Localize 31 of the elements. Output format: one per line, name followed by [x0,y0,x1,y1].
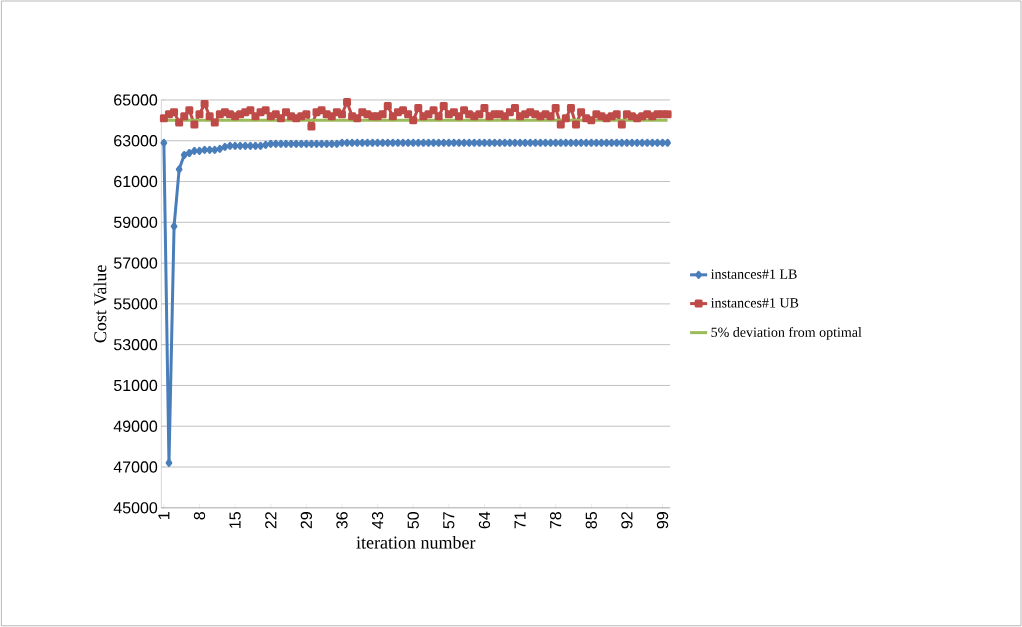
x-tick-label: 15 [229,511,241,528]
x-tick-label: 50 [407,511,419,529]
x-tick-label: 29 [300,512,313,529]
x-tick-label: 85 [585,511,597,529]
y-tick-label: 49000 [113,420,158,432]
x-tick-label: 43 [371,511,384,529]
y-tick-label: 57000 [113,257,158,269]
x-tick-label: 71 [514,512,526,529]
x-tick-label: 99 [656,512,669,529]
legend-label: instances#1 LB [710,269,797,279]
x-tick-label: 1 [158,512,170,519]
x-tick-label: 92 [621,512,633,529]
legend-label: instances#1 UB [710,298,799,308]
y-axis-title: Cost Value [93,265,107,343]
y-tick-label: 63000 [114,135,158,147]
y-tick-label: 51000 [113,379,158,392]
x-tick-label: 8 [193,511,206,520]
x-tick-label: 22 [265,512,277,529]
x-tick-label: 36 [336,511,348,529]
y-tick-label: 55000 [113,298,158,310]
y-tick-label: 47000 [113,461,158,473]
y-tick-label: 61000 [114,175,158,188]
y-tick-label: 65000 [114,94,158,106]
y-tick-label: 45000 [113,502,158,514]
x-tick-label: 64 [478,511,491,529]
legend-label: 5% deviation from optimal [711,326,862,340]
y-tick-label: 53000 [113,338,158,351]
x-axis-title: iteration number [356,535,476,549]
x-tick-label: 78 [550,511,562,529]
x-tick-label: 57 [443,512,455,529]
y-tick-label: 59000 [113,216,158,228]
